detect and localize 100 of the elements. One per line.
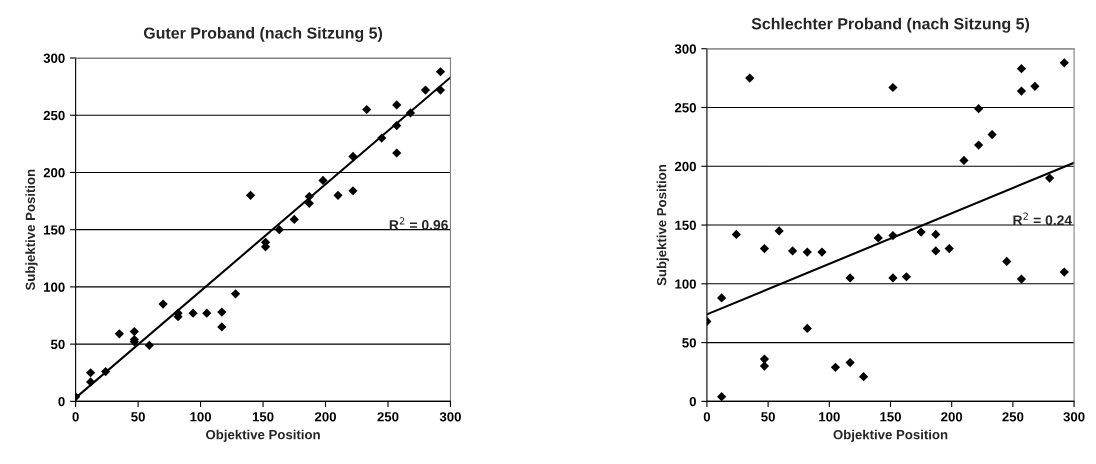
x-tick-label: 300 [1063, 412, 1085, 422]
y-tick-label: 50 [682, 338, 696, 348]
point [1030, 81, 1040, 91]
point [144, 340, 154, 350]
x-tick-label: 250 [1002, 412, 1024, 422]
x-tick-label: 250 [377, 412, 399, 422]
point [158, 299, 168, 309]
point [86, 368, 96, 378]
point [774, 226, 784, 236]
chart-title: Schlechter Proband (nach Sitzung 5) [751, 17, 1030, 33]
point [188, 308, 198, 318]
point [802, 247, 812, 257]
point [333, 190, 343, 200]
point [101, 367, 111, 377]
point [817, 247, 827, 257]
point [230, 289, 241, 299]
x-axis-title: Objektive Position [833, 429, 948, 442]
y-tick-label: 150 [44, 225, 65, 235]
point [217, 322, 227, 332]
x-axis-title: Objektive Position [206, 429, 320, 442]
point [392, 100, 402, 110]
point [362, 104, 372, 115]
point [1016, 274, 1027, 284]
y-tick-label: 100 [675, 279, 696, 289]
point [289, 214, 299, 224]
x-tick-label: 200 [941, 412, 963, 422]
point [901, 272, 912, 282]
point [787, 246, 798, 256]
chart-title: Guter Proband (nach Sitzung 5) [143, 26, 383, 42]
point [845, 273, 855, 283]
y-axis-title: Subjektive Position [25, 169, 38, 291]
point [217, 307, 227, 317]
point [888, 273, 898, 283]
y-tick-label: 250 [43, 110, 65, 121]
point [114, 329, 124, 339]
point [858, 372, 869, 382]
x-tick-label: 300 [439, 412, 461, 422]
point [1059, 58, 1069, 68]
point [348, 186, 358, 196]
point [987, 129, 997, 140]
point [974, 104, 984, 114]
annotation: R$^{2}$ = 0.24 [1013, 212, 1073, 226]
point [802, 323, 812, 334]
point [974, 140, 984, 150]
point [245, 190, 256, 200]
x-tick-label: 200 [314, 412, 336, 422]
x-tick-label: 50 [131, 412, 145, 422]
point [405, 108, 416, 118]
y-tick-label: 0 [689, 396, 696, 407]
point [435, 67, 446, 77]
y-tick-label: 300 [43, 53, 65, 63]
point [830, 362, 841, 372]
point [392, 148, 402, 158]
annotation: R$^{2}$ = 0.96 [389, 217, 448, 230]
point [1016, 64, 1027, 74]
point [717, 392, 727, 402]
point [129, 326, 139, 337]
point [420, 85, 431, 95]
x-tick-label: 150 [880, 412, 901, 422]
y-tick-label: 250 [674, 103, 696, 113]
x-tick-label: 100 [190, 412, 212, 422]
point [959, 155, 969, 165]
point [888, 231, 898, 241]
x-tick-label: 0 [703, 412, 711, 422]
point [745, 73, 755, 83]
point [348, 151, 358, 162]
point [888, 82, 898, 93]
point [202, 308, 212, 318]
y-tick-label: 200 [674, 161, 696, 172]
point [731, 229, 741, 240]
point [304, 198, 314, 208]
x-tick-label: 100 [819, 412, 840, 422]
point [717, 293, 727, 303]
y-tick-label: 200 [43, 168, 65, 178]
point [392, 120, 402, 131]
point [1002, 256, 1012, 267]
point [1016, 86, 1027, 96]
point [759, 361, 770, 371]
y-tick-label: 50 [50, 339, 65, 350]
point [944, 243, 954, 254]
y-tick-label: 300 [674, 44, 696, 54]
point [931, 246, 941, 256]
point [759, 354, 770, 364]
point [435, 85, 446, 95]
y-axis-title: Subjektive Position [656, 165, 669, 286]
point [916, 227, 926, 237]
y-tick-label: 100 [44, 282, 65, 292]
point [274, 225, 284, 235]
point [759, 243, 770, 254]
point [845, 357, 855, 368]
y-tick-label: 150 [675, 220, 696, 230]
x-tick-label: 50 [761, 412, 775, 422]
y-tick-label: 0 [58, 396, 65, 407]
point [931, 229, 941, 240]
x-tick-label: 150 [252, 412, 274, 422]
point [318, 175, 328, 186]
point [377, 133, 387, 143]
point [1045, 173, 1055, 183]
x-tick-label: 0 [72, 412, 79, 422]
point [1059, 267, 1069, 277]
